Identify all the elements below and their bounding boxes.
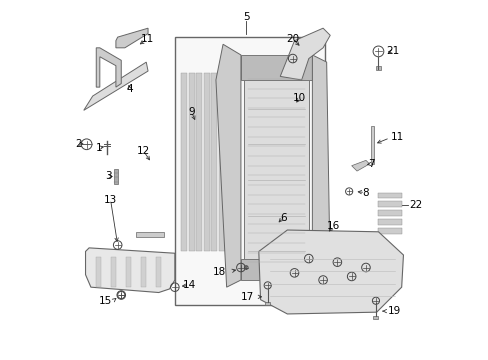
Bar [156,257,160,287]
Bar [241,55,312,80]
Text: 21: 21 [386,46,399,57]
Bar [234,73,240,251]
Polygon shape [258,230,403,314]
Bar [181,73,187,251]
Text: 2: 2 [75,139,81,149]
Polygon shape [216,44,241,287]
Text: 7: 7 [367,159,374,169]
Bar [135,232,164,237]
Text: 17: 17 [241,292,254,302]
Bar [370,126,373,164]
Bar [378,210,401,216]
Bar [375,66,380,70]
Polygon shape [83,62,148,111]
Text: 3: 3 [104,171,111,181]
Text: 20: 20 [285,34,299,44]
Bar [196,73,202,251]
Text: 9: 9 [188,107,195,117]
Text: 13: 13 [104,195,117,204]
Polygon shape [116,28,148,48]
Polygon shape [351,160,369,171]
Text: 12: 12 [137,147,150,157]
Bar [111,257,115,287]
Text: 1: 1 [95,143,102,153]
Bar [219,73,224,251]
Bar [373,316,378,319]
Bar [241,258,312,280]
Bar [175,37,324,305]
Polygon shape [96,48,121,87]
Bar [378,228,401,234]
Text: 19: 19 [386,306,400,316]
Text: 16: 16 [326,221,340,231]
Bar [378,193,401,198]
Bar [264,302,270,305]
Text: 22: 22 [408,200,421,210]
Text: 11: 11 [390,132,404,142]
Bar [244,62,308,269]
Bar [378,202,401,207]
Bar [96,257,101,287]
Bar [226,73,232,251]
Bar [378,219,401,225]
Polygon shape [280,28,329,80]
Text: 15: 15 [98,296,111,306]
Bar [141,257,145,287]
Text: 18: 18 [212,267,225,277]
Polygon shape [85,248,175,293]
Text: 5: 5 [243,13,249,22]
Polygon shape [312,55,329,280]
Text: 4: 4 [126,84,133,94]
Text: 11: 11 [141,34,154,44]
Bar [126,257,130,287]
Text: 8: 8 [361,188,368,198]
Bar [188,73,194,251]
Bar [203,73,209,251]
Bar [114,169,118,184]
Text: 14: 14 [182,280,195,291]
Bar [211,73,217,251]
Text: 6: 6 [279,212,286,222]
Text: 10: 10 [293,93,306,103]
